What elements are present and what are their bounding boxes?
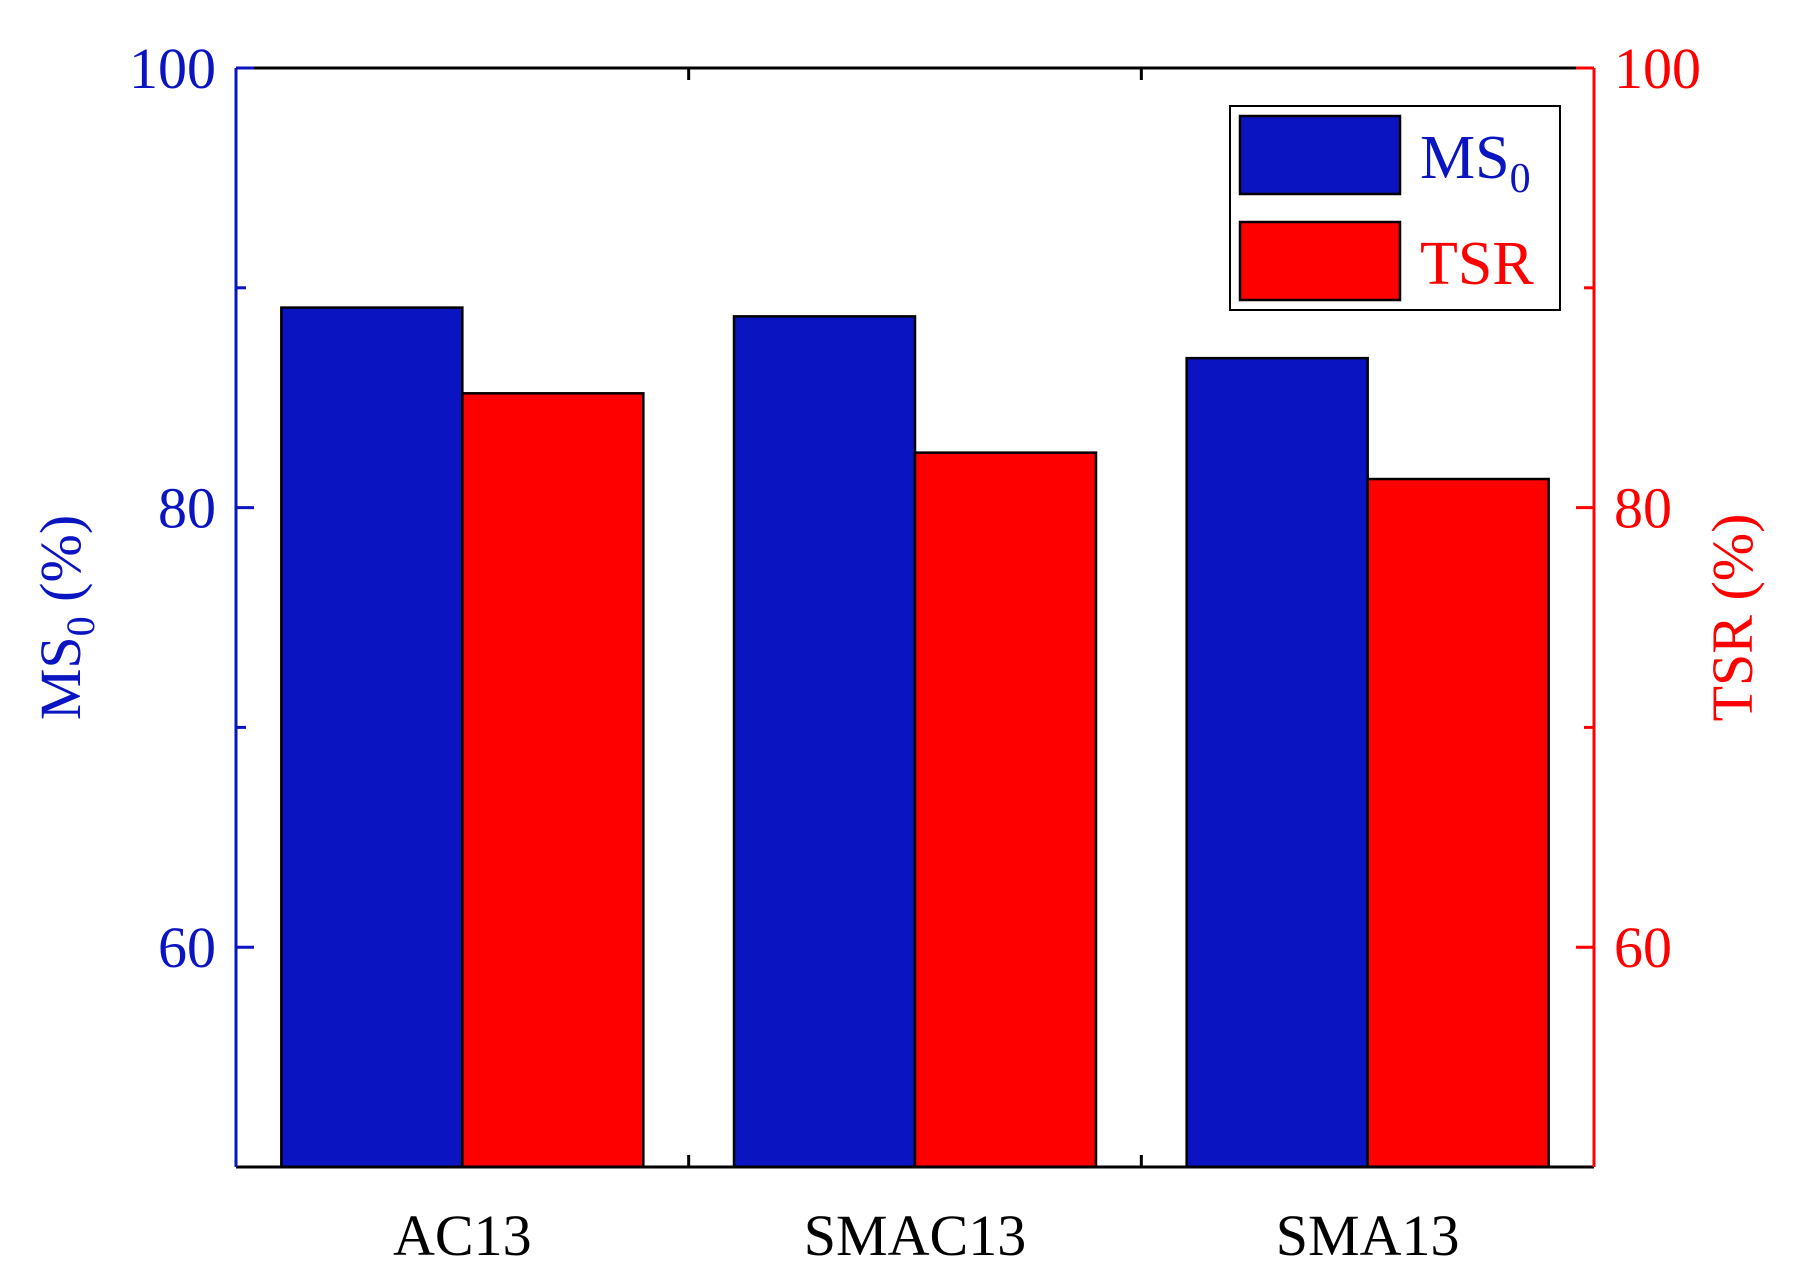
left-axis-title-main: MS: [28, 636, 93, 720]
legend-label-main: MS: [1420, 124, 1510, 192]
legend-label-ms: MS0: [1420, 124, 1531, 202]
left-axis-title-sub: 0: [58, 616, 103, 636]
x-tick-label-ac13: AC13: [393, 1203, 532, 1268]
x-tick-label-sma13: SMA13: [1276, 1203, 1460, 1268]
right-y-tick-label: 60: [1614, 915, 1672, 980]
x-tick-label-smac13: SMAC13: [804, 1203, 1026, 1268]
bars-layer: [280, 306, 1550, 1169]
bar-tsr-sma13: [1366, 477, 1550, 1169]
legend-label-tsr: TSR: [1420, 230, 1534, 298]
right-axis-title: TSR (%): [1700, 514, 1765, 722]
left-y-tick-label: 100: [129, 36, 216, 101]
bar-tsr-ac13: [461, 392, 645, 1169]
legend-label-sub: 0: [1510, 156, 1531, 202]
legend-label-main: TSR: [1420, 230, 1534, 298]
legend: MS0 TSR: [1229, 105, 1561, 311]
right-y-tick-label: 80: [1614, 476, 1672, 541]
left-y-tick-label: 60: [158, 915, 216, 980]
bar-tsr-smac13: [913, 451, 1098, 1169]
right-y-tick-label: 100: [1614, 36, 1701, 101]
left-axis-title: MS0 (%): [28, 515, 103, 720]
legend-swatch-tsr: [1238, 220, 1402, 302]
bar-ms0-smac13: [732, 315, 917, 1169]
left-y-tick-label: 80: [158, 476, 216, 541]
left-axis-title-unit: (%): [28, 515, 93, 616]
bar-ms0-sma13: [1185, 356, 1369, 1169]
bar-ms0-ac13: [280, 306, 464, 1169]
legend-swatch-ms: [1238, 114, 1402, 196]
